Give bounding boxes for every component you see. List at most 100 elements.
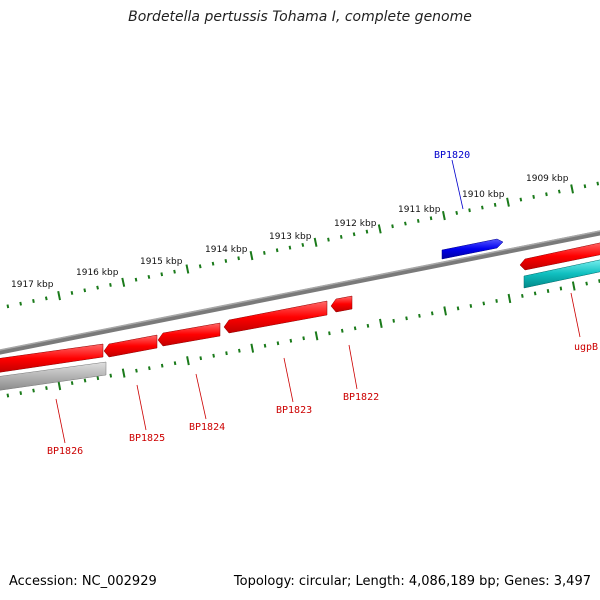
minor-tick — [135, 368, 138, 373]
minor-tick — [212, 353, 215, 358]
gene-label-ugpb[interactable]: ugpB — [574, 342, 598, 353]
minor-tick — [365, 229, 369, 234]
genome-backbone — [0, 230, 600, 355]
gene-ugpb[interactable] — [523, 259, 600, 289]
major-tick — [507, 293, 512, 304]
minor-tick — [96, 285, 99, 290]
major-tick — [443, 306, 447, 316]
minor-tick — [585, 281, 588, 286]
minor-tick — [430, 311, 434, 316]
minor-tick — [70, 381, 74, 385]
major-tick — [249, 250, 254, 261]
major-tick — [379, 318, 383, 328]
gene-labels: BP1820 BP1822 BP1823 BP1824 BP1825 BP182… — [47, 150, 598, 457]
minor-tick — [418, 313, 421, 318]
gene-label-bp1826[interactable]: BP1826 — [47, 446, 83, 457]
minor-tick — [289, 338, 293, 343]
accession-text: Accession: NC_002929 — [9, 574, 157, 589]
gene-bp1820[interactable] — [441, 238, 504, 260]
minor-tick — [301, 242, 305, 247]
scale-label-1912: 1912 kbp — [334, 219, 377, 229]
minor-tick — [263, 251, 266, 255]
minor-tick — [468, 208, 471, 213]
major-tick — [57, 380, 62, 391]
scale-label-1914: 1914 kbp — [205, 245, 248, 255]
gene-bp1822[interactable] — [330, 295, 353, 313]
minor-tick — [404, 221, 407, 226]
minor-tick — [19, 301, 22, 306]
minor-tick — [83, 288, 87, 293]
minor-tick — [521, 294, 524, 298]
scale-label-1913: 1913 kbp — [269, 232, 312, 242]
minor-tick — [198, 264, 202, 269]
gene-label-bp1825[interactable]: BP1825 — [129, 433, 165, 444]
gene-leader-lines — [55, 159, 581, 444]
minor-tick — [147, 274, 151, 279]
minor-tick — [173, 269, 176, 274]
gene-bp1825[interactable] — [103, 334, 158, 358]
scale-labels: 1917 kbp 1916 kbp 1915 kbp 1914 kbp 1913… — [11, 174, 569, 290]
topology-text: Topology: circular; Length: 4,086,189 bp… — [233, 574, 591, 589]
minor-tick — [96, 376, 100, 381]
gene-bp1824[interactable] — [157, 322, 221, 347]
scale-label-1916: 1916 kbp — [76, 268, 119, 278]
minor-tick — [392, 318, 395, 323]
minor-tick — [45, 386, 48, 390]
minor-tick — [276, 341, 280, 346]
major-tick — [121, 277, 126, 287]
minor-tick — [275, 248, 279, 253]
scale-label-1917: 1917 kbp — [11, 280, 54, 290]
gene-bp1826[interactable] — [0, 361, 107, 391]
minor-tick — [199, 356, 203, 361]
gene-bp1823[interactable] — [223, 300, 328, 334]
gene-label-bp1822[interactable]: BP1822 — [343, 392, 379, 403]
minor-tick — [238, 348, 241, 353]
scale-label-1911: 1911 kbp — [398, 205, 441, 215]
minor-tick — [533, 291, 537, 296]
minor-tick — [19, 391, 23, 395]
major-tick — [506, 197, 510, 207]
major-tick — [314, 331, 319, 341]
scale-label-1909: 1909 kbp — [526, 174, 569, 184]
minor-tick — [173, 361, 177, 366]
minor-tick — [160, 363, 164, 368]
major-tick — [121, 368, 126, 378]
minor-tick — [302, 336, 305, 341]
minor-tick — [429, 216, 433, 221]
gene-label-bp1820[interactable]: BP1820 — [434, 150, 470, 161]
minor-tick — [32, 299, 35, 303]
minor-tick — [583, 184, 587, 189]
major-tick — [570, 184, 574, 194]
minor-tick — [557, 189, 561, 194]
major-tick — [377, 224, 382, 234]
forward-strand-genes — [441, 238, 600, 271]
minor-tick — [134, 277, 138, 282]
minor-tick — [263, 343, 267, 348]
minor-tick — [6, 393, 10, 398]
scale-ticks-lower — [6, 279, 600, 398]
scale-label-1915: 1915 kbp — [140, 257, 183, 267]
major-tick — [571, 281, 576, 291]
minor-tick — [495, 299, 498, 303]
minor-tick — [211, 261, 215, 266]
gene-label-bp1823[interactable]: BP1823 — [276, 405, 312, 416]
minor-tick — [559, 286, 563, 291]
gene-label-bp1824[interactable]: BP1824 — [189, 422, 225, 433]
minor-tick — [405, 316, 408, 321]
gene-forward-right-red[interactable] — [519, 242, 600, 271]
minor-tick — [596, 181, 600, 186]
minor-tick — [481, 205, 484, 210]
minor-tick — [328, 331, 331, 336]
minor-tick — [469, 304, 473, 308]
major-tick — [185, 264, 190, 274]
minor-tick — [160, 272, 164, 277]
major-tick — [57, 291, 61, 301]
minor-tick — [352, 232, 356, 237]
minor-tick — [225, 351, 228, 356]
minor-tick — [546, 289, 550, 293]
minor-tick — [224, 259, 228, 263]
minor-tick — [340, 328, 344, 333]
gene-bp1826-red[interactable] — [0, 343, 104, 373]
